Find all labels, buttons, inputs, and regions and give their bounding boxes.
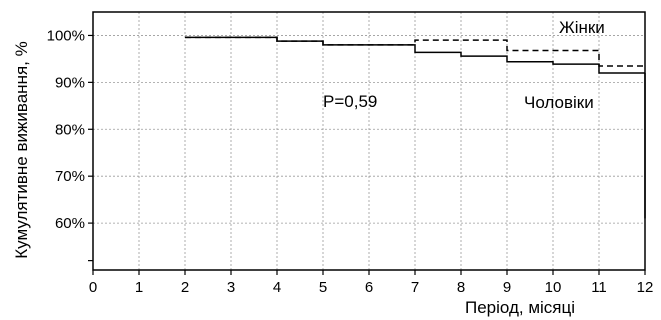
x-tick-label: 4 [273, 279, 281, 296]
series-labels: Жінки Чоловіки [524, 18, 605, 112]
p-value-annotation: P=0,59 [323, 92, 377, 111]
series-label-cholovichky: Чоловіки [524, 93, 594, 112]
x-tick-label: 11 [591, 279, 607, 296]
y-tick-label: 90% [55, 74, 85, 91]
y-tick-label: 80% [55, 121, 85, 138]
x-tick-label: 8 [457, 279, 465, 296]
series-label-zhinky: Жінки [559, 18, 605, 37]
y-tick-label: 100% [47, 27, 85, 44]
x-tick-label: 6 [365, 279, 373, 296]
x-tick-label: 1 [135, 279, 143, 296]
y-tick-label: 60% [55, 215, 85, 232]
x-tick-label: 0 [89, 279, 97, 296]
y-tick-label: 70% [55, 168, 85, 185]
grid-lines [93, 12, 645, 270]
x-tick-label: 7 [411, 279, 419, 296]
x-tick-label: 9 [503, 279, 511, 296]
x-tick-label: 12 [637, 279, 654, 296]
x-tick-label: 3 [227, 279, 235, 296]
series-line-cholovichky [185, 36, 645, 74]
x-axis-title: Період, місяці [465, 298, 575, 317]
x-tick-label: 2 [181, 279, 189, 296]
x-tick-label: 10 [545, 279, 562, 296]
x-tick-label: 5 [319, 279, 327, 296]
y-axis-title: Кумулятивне виживання, % [12, 41, 31, 258]
